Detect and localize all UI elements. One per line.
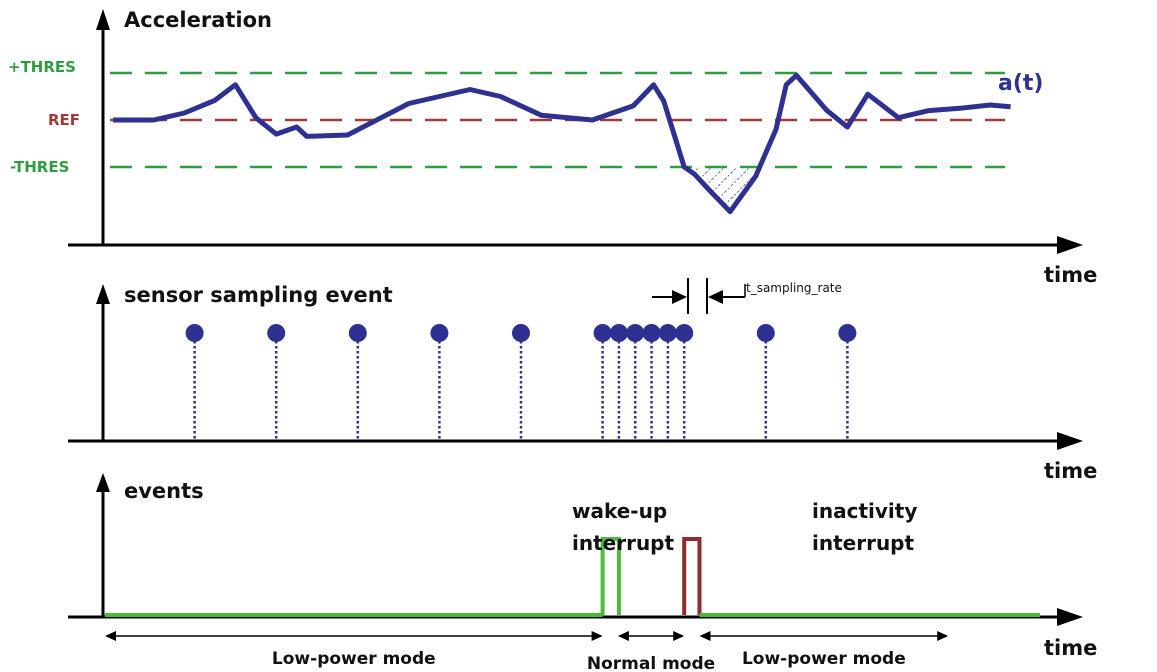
sampling-event-dot bbox=[675, 324, 694, 342]
plus-threshold-label: +THRES bbox=[8, 58, 76, 76]
events-time-label: time bbox=[1044, 636, 1097, 660]
sampling-event-dot bbox=[185, 324, 204, 342]
interval-arrow-right-head bbox=[708, 290, 723, 304]
acceleration-axis-label: Acceleration bbox=[124, 8, 272, 32]
sampling-event bbox=[838, 324, 857, 441]
sampling-event bbox=[756, 324, 775, 441]
sampling-event bbox=[675, 324, 694, 441]
interval-label: t_sampling_rate bbox=[746, 281, 842, 295]
sampling-events bbox=[185, 324, 857, 441]
sampling-y-arrow bbox=[96, 284, 110, 304]
sampling-event-dot bbox=[512, 324, 530, 342]
sampling-event-dot bbox=[267, 324, 286, 342]
acceleration-y-arrow bbox=[96, 9, 110, 30]
signal-label: a(t) bbox=[998, 71, 1043, 96]
sampling-event bbox=[658, 324, 677, 441]
mode-span: Low-power mode bbox=[699, 631, 949, 669]
inactivity-interrupt-pulse bbox=[682, 537, 702, 615]
sampling-event-dot bbox=[658, 324, 677, 342]
sampling-event-dot bbox=[642, 324, 661, 342]
sampling-event-dot bbox=[348, 324, 367, 342]
sampling-event-dot bbox=[838, 324, 857, 342]
events-y-arrow bbox=[96, 473, 110, 492]
minus-threshold-label: -THRES bbox=[10, 158, 69, 176]
wakeup-label-line1: wake-up bbox=[572, 499, 667, 523]
interval-arrow-left-head bbox=[672, 290, 687, 304]
inactivity-label-line2: interrupt bbox=[812, 531, 915, 555]
sampling-event bbox=[626, 324, 645, 441]
mode-span-arrow-right bbox=[673, 631, 685, 641]
sampling-event-dot bbox=[626, 324, 645, 342]
sampling-event bbox=[267, 324, 286, 441]
acceleration-panel: Acceleration time +THRES REF -THRES a(t) bbox=[8, 8, 1097, 287]
events-axis-label: events bbox=[124, 479, 204, 503]
mode-span-arrow-left bbox=[617, 631, 629, 641]
wakeup-interrupt-pulse bbox=[600, 537, 621, 615]
mode-span: Low-power mode bbox=[105, 631, 603, 669]
sampling-event bbox=[512, 324, 530, 441]
sampling-axis-label: sensor sampling event bbox=[124, 283, 393, 307]
sampling-time-arrow bbox=[1057, 432, 1083, 450]
sampling-event bbox=[593, 324, 612, 441]
sampling-event bbox=[185, 324, 204, 441]
sampling-event-dot bbox=[609, 324, 628, 342]
acceleration-time-arrow bbox=[1057, 236, 1083, 254]
events-panel: events time wake-up interrupt inactivity… bbox=[68, 473, 1097, 660]
sampling-time-label: time bbox=[1044, 459, 1097, 483]
sampling-event-dot bbox=[430, 324, 449, 342]
acceleration-signal-curve bbox=[113, 72, 1011, 215]
inactivity-label-line1: inactivity bbox=[812, 499, 917, 523]
mode-span: Normal mode bbox=[587, 631, 715, 672]
sampling-event bbox=[348, 324, 367, 441]
mode-label: Low-power mode bbox=[272, 649, 436, 669]
mode-span-arrow-right bbox=[591, 631, 603, 641]
wakeup-label-line2: interrupt bbox=[572, 531, 675, 555]
sampling-event-dot bbox=[756, 324, 775, 342]
sampling-interval-marker: t_sampling_rate bbox=[652, 278, 842, 314]
mode-spans: Low-power mode Normal mode Low-power mode bbox=[105, 631, 949, 672]
mode-label: Normal mode bbox=[587, 654, 715, 672]
mode-span-arrow-left bbox=[105, 631, 116, 641]
sampling-event-dot bbox=[593, 324, 612, 342]
sampling-event bbox=[609, 324, 628, 441]
events-time-arrow bbox=[1057, 608, 1083, 626]
mode-span-arrow-right bbox=[937, 631, 949, 641]
sampling-panel: sensor sampling event time t_sampling_ra… bbox=[68, 278, 1097, 483]
sampling-event bbox=[430, 324, 449, 441]
reference-label: REF bbox=[48, 111, 80, 129]
mode-label: Low-power mode bbox=[742, 649, 906, 669]
acceleration-time-label: time bbox=[1044, 263, 1097, 287]
mode-span-arrow-left bbox=[699, 631, 711, 641]
below-threshold-hatched-area bbox=[684, 167, 760, 212]
sampling-event bbox=[642, 324, 661, 441]
